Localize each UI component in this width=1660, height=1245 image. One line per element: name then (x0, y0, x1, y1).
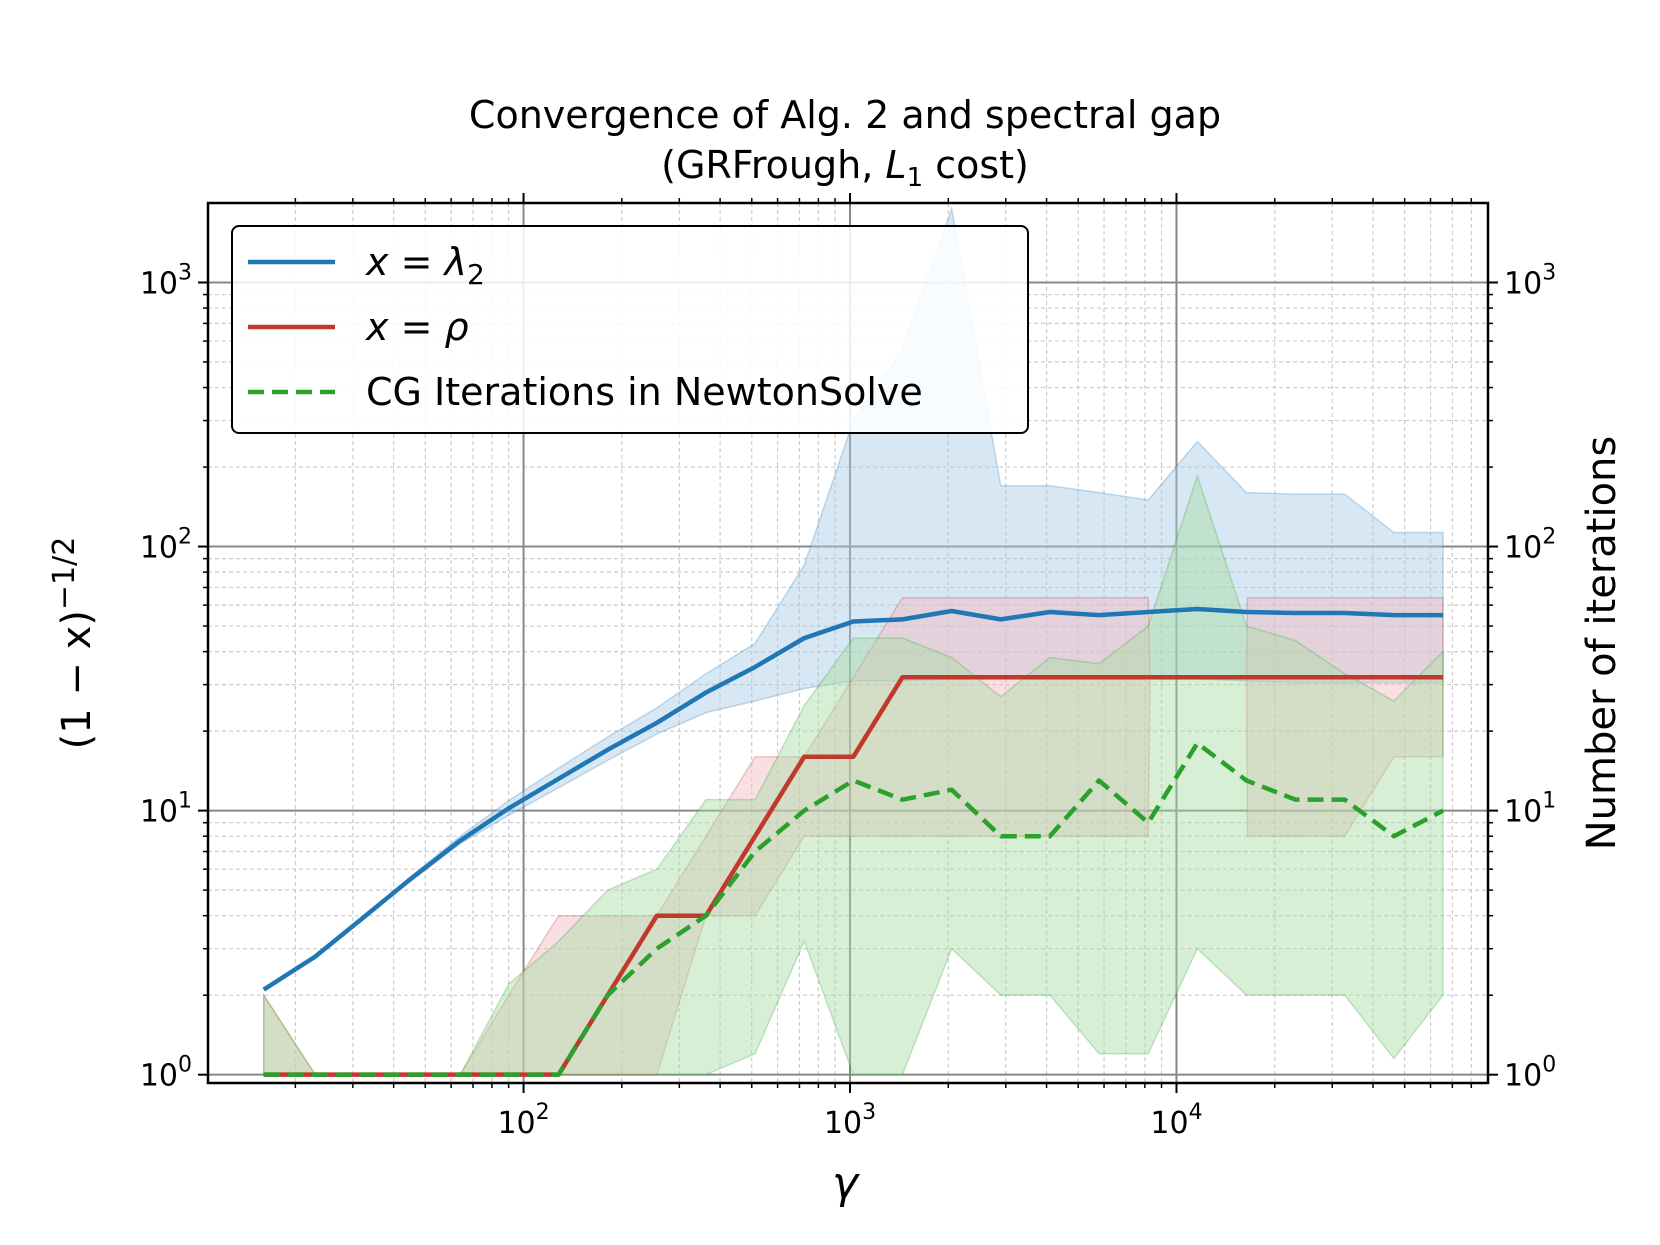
x-tick-label: 103 (824, 1100, 876, 1141)
y-tick-label-left: 101 (140, 789, 192, 830)
axis-ticks (198, 193, 1498, 1093)
legend-label-lambda: x = λ2 (365, 240, 485, 291)
series-lines (262, 606, 1445, 1077)
legend-box (231, 225, 1029, 434)
y-tick-label-right: 100 (1504, 1053, 1556, 1094)
series-line-cg (263, 740, 1445, 1077)
series-line-lambda (262, 606, 1444, 992)
y-axis-label-left: (1 − x)−1/2 (47, 537, 100, 750)
plot-frame (206, 201, 1490, 1085)
band-rho (262, 596, 1444, 1076)
band-lambda (263, 205, 1444, 991)
legend-label-rho: x = ρ (365, 305, 469, 349)
chart-subtitle: (GRFrough, L1 cost) (661, 143, 1029, 193)
confidence-bands (262, 205, 1444, 1076)
x-tick-label: 102 (497, 1100, 549, 1141)
y-tick-label-left: 100 (140, 1053, 192, 1094)
legend-label-cg: CG Iterations in NewtonSolve (366, 370, 923, 414)
chart-title: Convergence of Alg. 2 and spectral gap (469, 93, 1221, 137)
y-tick-label-left: 103 (140, 260, 192, 301)
band-cg (262, 473, 1444, 1076)
y-axis-label-right: Number of iterations (1579, 436, 1625, 851)
x-tick-label: 104 (1150, 1100, 1202, 1141)
tick-labels: 102 103 104 100 100 101 101 102 102 103 103 (140, 260, 1556, 1141)
y-tick-label-left: 102 (140, 525, 192, 566)
y-tick-label-right: 101 (1504, 789, 1556, 830)
y-tick-label-right: 102 (1504, 525, 1556, 566)
x-axis-label: γ (832, 1158, 860, 1209)
series-line-rho (263, 674, 1444, 1077)
legend: x = λ2 x = ρ CG Iterations in NewtonSolv… (231, 225, 1029, 434)
y-tick-label-right: 103 (1504, 260, 1556, 301)
